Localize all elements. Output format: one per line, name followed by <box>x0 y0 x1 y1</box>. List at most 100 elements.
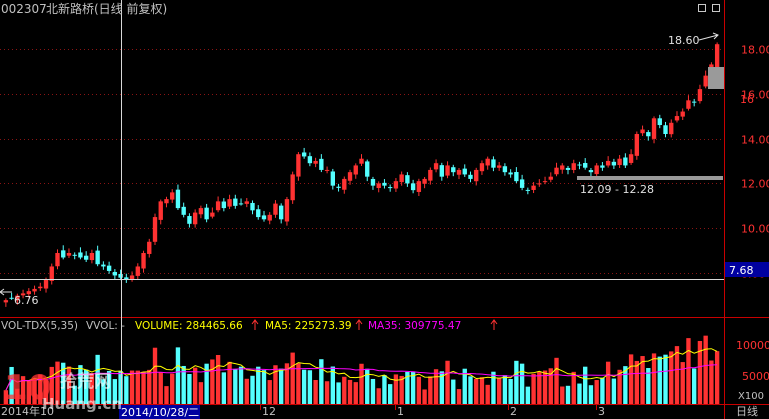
volume-bar <box>468 376 473 404</box>
volume-bar <box>141 371 146 404</box>
volume-bar <box>101 379 106 404</box>
volume-bar <box>588 385 594 404</box>
candle <box>646 130 651 141</box>
low-label: 6.76 <box>14 294 39 307</box>
volume-bar <box>61 362 66 404</box>
volume-bar <box>531 373 536 404</box>
volume-bar <box>284 363 290 404</box>
volume-bar <box>32 378 37 404</box>
time-ticks <box>260 405 597 410</box>
candle <box>451 164 456 177</box>
volume-bar <box>651 353 657 404</box>
stock-name[interactable]: 北新路桥 <box>46 1 94 16</box>
volume-bar <box>703 335 708 404</box>
volume-bar <box>43 380 49 404</box>
selection-block <box>708 67 724 89</box>
candle <box>89 249 95 264</box>
candle <box>192 209 198 228</box>
volume-bar <box>605 361 611 404</box>
volume-bar <box>640 356 645 404</box>
candle <box>605 156 611 168</box>
volume-bar <box>9 366 14 404</box>
restore-icon[interactable] <box>698 4 706 12</box>
partial-tick: 16 <box>740 93 754 106</box>
vol-tick-5000: 5000 <box>742 370 769 383</box>
candle <box>324 166 330 174</box>
volume-bar <box>112 379 118 404</box>
volume-bar <box>147 369 152 404</box>
candle <box>634 131 640 160</box>
candle <box>365 159 370 182</box>
volume-bar <box>3 390 9 404</box>
volume-bar <box>152 347 158 404</box>
candle <box>456 167 462 180</box>
volume-bar <box>393 374 399 404</box>
candle <box>692 98 697 107</box>
candle <box>129 271 135 282</box>
volume-bar <box>181 365 186 404</box>
volume-bar <box>583 366 588 404</box>
candle <box>135 263 140 280</box>
volume-bar <box>250 375 255 404</box>
candle <box>588 167 594 177</box>
candle <box>548 172 553 183</box>
volume-bar <box>342 376 347 404</box>
candle <box>623 153 628 168</box>
volume-bar <box>594 380 599 404</box>
candle <box>571 159 576 174</box>
candle <box>55 249 60 270</box>
candle <box>353 163 358 179</box>
candle <box>399 171 404 186</box>
volume-bar <box>600 377 605 404</box>
candle <box>38 282 43 292</box>
candle <box>508 169 513 178</box>
volume-bar <box>296 363 301 404</box>
indicator-name[interactable]: VOL-TDX(5,35) <box>1 320 78 332</box>
volume-bar <box>15 388 20 404</box>
volume-bar <box>428 376 433 404</box>
time-label-jan: 1 <box>397 405 404 418</box>
volume-bar <box>709 360 714 404</box>
candle <box>445 161 450 179</box>
volume-bar <box>89 373 95 404</box>
volume-bar <box>210 359 215 404</box>
candle <box>554 162 559 177</box>
candle <box>187 213 192 228</box>
volume-bar <box>26 380 31 404</box>
candle <box>416 178 422 196</box>
candle <box>600 161 605 171</box>
period-label[interactable]: 日线 <box>736 404 758 418</box>
candle <box>227 194 232 210</box>
candle <box>215 196 221 213</box>
last-price: 7.68 <box>729 264 754 277</box>
volume-bar <box>416 376 422 404</box>
volume-bar <box>502 375 508 404</box>
volume-bar <box>20 376 26 404</box>
candle <box>663 121 668 138</box>
volume-bar <box>215 355 221 404</box>
candle <box>393 178 399 192</box>
price-tick: 14.00 <box>741 134 769 147</box>
candle <box>611 158 617 170</box>
volume-bar <box>170 373 175 404</box>
candle <box>531 182 536 194</box>
volume-bar <box>66 366 72 404</box>
range-bar <box>577 176 723 180</box>
candle <box>181 202 186 218</box>
chart-mode: (日线 前复权) <box>94 1 167 16</box>
candle <box>221 198 227 212</box>
candle <box>78 247 83 260</box>
ma5-value: MA5: 225273.39 <box>265 320 352 332</box>
volume-bar <box>445 360 450 404</box>
volume-bar <box>634 360 640 404</box>
volume-bar <box>49 366 54 404</box>
candle <box>101 261 106 270</box>
volume-bar <box>187 374 192 404</box>
candle <box>204 203 209 223</box>
volume-bar <box>158 372 163 404</box>
volume-bar <box>95 354 100 404</box>
volume-bar <box>330 366 335 404</box>
close-icon[interactable] <box>712 4 720 12</box>
candle <box>583 158 588 170</box>
